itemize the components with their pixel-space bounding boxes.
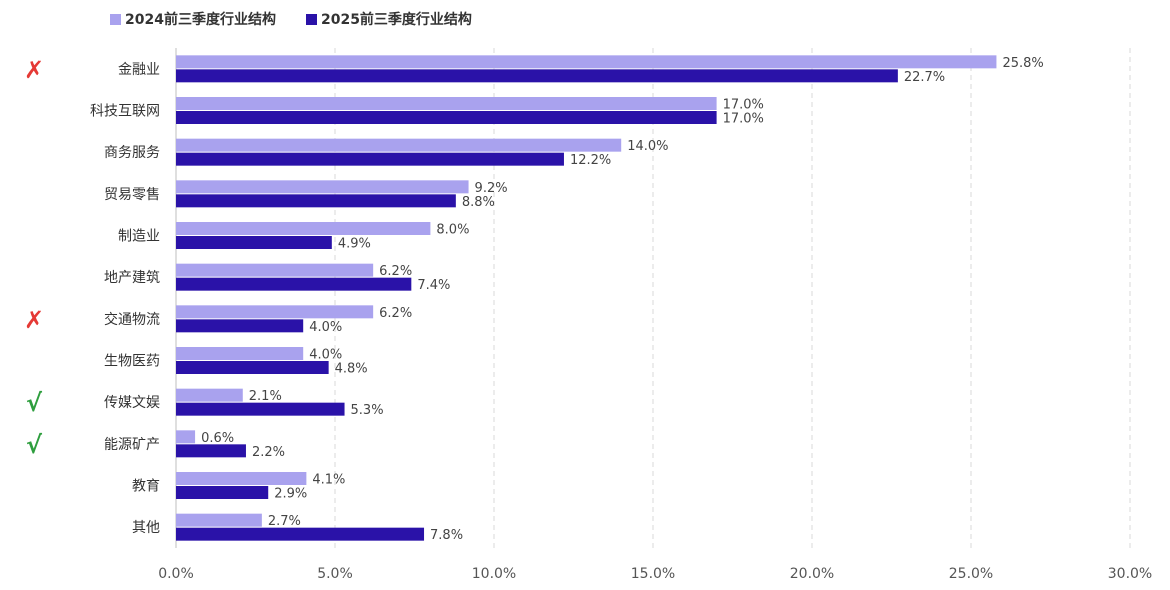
cross-mark-icon: ✗ <box>24 306 44 334</box>
bar-2025 <box>176 486 269 499</box>
data-label: 5.3% <box>351 403 384 418</box>
x-tick-label: 5.0% <box>317 566 353 582</box>
category-label: 贸易零售 <box>104 187 160 203</box>
bar-2025 <box>176 361 329 374</box>
bar-2025 <box>176 444 246 458</box>
data-label: 22.7% <box>904 70 945 85</box>
category-label: 金融业 <box>118 62 160 78</box>
check-mark-icon: √ <box>26 389 43 417</box>
bar-2025 <box>176 402 345 416</box>
bar-2025 <box>176 527 425 541</box>
bar-2024 <box>176 97 717 110</box>
category-label: 教育 <box>132 479 160 495</box>
data-label: 4.1% <box>312 473 345 488</box>
category-label: 交通物流 <box>104 311 160 328</box>
bar-2024 <box>176 305 374 319</box>
bar-2024 <box>176 180 469 194</box>
data-label: 17.0% <box>723 112 764 127</box>
legend-item-2024: 2024前三季度行业结构 <box>110 9 276 29</box>
data-label: 0.6% <box>201 431 234 446</box>
data-label: 25.8% <box>1002 56 1043 71</box>
data-label: 7.4% <box>417 278 450 293</box>
data-label: 8.8% <box>462 195 495 210</box>
data-label: 2.2% <box>252 445 285 460</box>
category-label: 其他 <box>132 520 160 536</box>
bar-2024 <box>176 513 262 527</box>
category-label: 制造业 <box>118 229 160 245</box>
data-label: 12.2% <box>570 153 611 168</box>
bar-2025 <box>176 277 412 291</box>
data-label: 9.2% <box>475 181 508 196</box>
bar-2025 <box>176 111 717 124</box>
x-tick-label: 10.0% <box>472 566 516 582</box>
category-label: 商务服务 <box>104 145 160 161</box>
data-label: 6.2% <box>379 264 412 279</box>
bar-2024 <box>176 222 431 235</box>
bar-2025 <box>176 194 456 208</box>
bar-2025 <box>176 152 564 166</box>
bar-2024 <box>176 388 243 402</box>
bar-2025 <box>176 69 898 83</box>
data-label: 6.2% <box>379 306 412 321</box>
bar-2024 <box>176 138 622 152</box>
legend-swatch-2024 <box>110 13 121 25</box>
data-label: 17.0% <box>723 98 764 113</box>
data-label: 4.0% <box>309 320 342 335</box>
category-label: 传媒文娱 <box>104 395 160 411</box>
category-label: 科技互联网 <box>90 104 160 120</box>
data-label: 4.0% <box>309 348 342 363</box>
legend-label-2024: 2024前三季度行业结构 <box>125 12 276 28</box>
cross-mark-icon: ✗ <box>24 56 44 84</box>
x-tick-label: 0.0% <box>158 566 194 582</box>
bar-2024 <box>176 472 307 485</box>
bar-2024 <box>176 55 997 69</box>
x-tick-label: 30.0% <box>1108 566 1152 582</box>
x-tick-label: 25.0% <box>949 566 993 582</box>
bar-2024 <box>176 347 304 360</box>
bar-2024 <box>176 430 196 444</box>
chart-legend: 2024前三季度行业结构 2025前三季度行业结构 <box>110 8 502 30</box>
bar-2025 <box>176 319 304 333</box>
x-tick-label: 15.0% <box>631 566 675 582</box>
legend-item-2025: 2025前三季度行业结构 <box>305 9 472 29</box>
bar-2024 <box>176 263 374 277</box>
data-label: 2.1% <box>249 389 282 404</box>
x-tick-label: 20.0% <box>790 566 834 582</box>
data-label: 14.0% <box>627 139 668 154</box>
legend-label-2025: 2025前三季度行业结构 <box>320 12 472 28</box>
data-label: 4.9% <box>338 237 371 252</box>
category-label: 生物医药 <box>104 354 160 370</box>
category-label: 地产建筑 <box>104 270 160 286</box>
data-label: 8.0% <box>436 223 469 238</box>
bar-2025 <box>176 236 332 249</box>
data-label: 7.8% <box>430 528 463 543</box>
category-label: 能源矿产 <box>104 437 160 453</box>
data-label: 2.7% <box>268 514 301 529</box>
data-label: 4.8% <box>335 362 368 377</box>
legend-swatch-2025 <box>305 13 317 25</box>
check-mark-icon: √ <box>26 431 43 459</box>
data-label: 2.9% <box>274 487 307 502</box>
